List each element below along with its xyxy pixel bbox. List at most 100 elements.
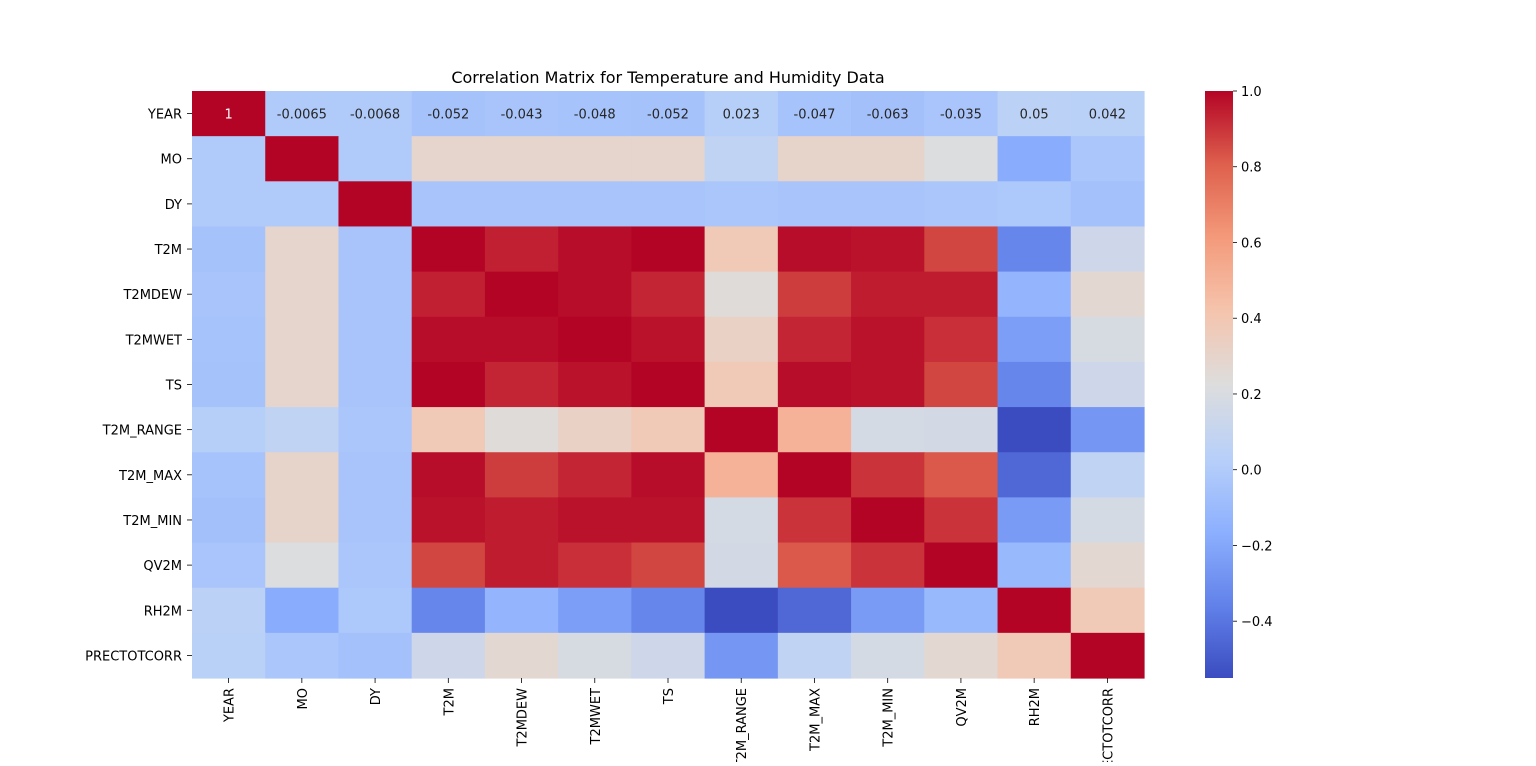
heatmap-cell <box>1070 271 1145 318</box>
heatmap-cell <box>265 542 340 589</box>
heatmap-cell <box>777 587 852 634</box>
heatmap-cell <box>411 497 486 544</box>
y-tick-label: RH2M <box>144 604 182 619</box>
cell-value-label: -0.0065 <box>277 108 327 123</box>
heatmap-cell <box>997 271 1072 318</box>
heatmap-cell <box>558 407 632 453</box>
heatmap-cell <box>484 226 559 273</box>
heatmap-cell <box>631 361 706 408</box>
heatmap-cell <box>704 226 779 273</box>
heatmap-cell <box>924 361 999 408</box>
colorbar <box>1205 91 1233 678</box>
heatmap-cell <box>631 587 706 634</box>
heatmap-cell <box>777 632 852 679</box>
heatmap-cell <box>558 452 632 498</box>
heatmap-cell <box>997 226 1072 273</box>
cell-value-label: -0.043 <box>501 108 543 123</box>
heatmap-cell <box>704 271 779 318</box>
heatmap-cell <box>1070 407 1145 453</box>
colorbar-tick-label: 1.0 <box>1241 85 1262 100</box>
heatmap-cell <box>924 542 999 589</box>
colorbar-tick-label: 0.6 <box>1241 236 1262 251</box>
heatmap-cell <box>1070 497 1145 544</box>
heatmap-cells <box>192 91 1145 679</box>
heatmap-cell <box>997 452 1072 498</box>
heatmap-cell <box>851 407 925 453</box>
heatmap-cell <box>1070 136 1145 182</box>
heatmap-cell <box>704 181 779 228</box>
heatmap-cell <box>997 497 1072 544</box>
heatmap-cell <box>338 407 413 453</box>
heatmap-cell <box>338 181 413 228</box>
chart-title: Correlation Matrix for Temperature and H… <box>451 68 884 87</box>
heatmap-cell <box>704 407 779 453</box>
x-tick-label: PRECTOTCORR <box>1101 688 1116 762</box>
heatmap-cell <box>631 632 706 679</box>
heatmap-cell <box>192 632 266 679</box>
heatmap-cell <box>558 181 632 228</box>
heatmap-cell <box>924 316 999 363</box>
heatmap-cell <box>411 361 486 408</box>
heatmap-cell <box>558 632 632 679</box>
heatmap-cell <box>265 271 340 318</box>
heatmap-cell <box>631 497 706 544</box>
heatmap-cell <box>558 271 632 318</box>
heatmap-cell <box>1070 226 1145 273</box>
heatmap-cell <box>265 452 340 498</box>
y-tick-label: T2M_MAX <box>118 469 182 484</box>
heatmap-cell <box>558 316 632 363</box>
heatmap-cell <box>411 271 486 318</box>
heatmap-cell <box>997 136 1072 182</box>
heatmap-cell <box>997 91 1072 137</box>
heatmap-cell <box>851 361 925 408</box>
colorbar-tick-label: −0.4 <box>1241 615 1273 630</box>
heatmap-cell <box>484 91 559 137</box>
heatmap-cell <box>558 542 632 589</box>
heatmap-cell <box>338 542 413 589</box>
heatmap-cell <box>997 181 1072 228</box>
heatmap-cell <box>924 181 999 228</box>
heatmap-cell <box>192 587 266 634</box>
heatmap-cell <box>631 316 706 363</box>
heatmap-cell <box>1070 361 1145 408</box>
heatmap-cell <box>411 91 486 137</box>
heatmap-cell <box>1070 316 1145 363</box>
heatmap-cell <box>851 542 925 589</box>
heatmap-cell <box>851 497 925 544</box>
x-tick-label: T2M <box>442 688 457 716</box>
heatmap-cell <box>997 407 1072 453</box>
heatmap-cell <box>1070 181 1145 228</box>
heatmap-cell <box>484 452 559 498</box>
heatmap-cell <box>192 181 266 228</box>
heatmap-cell <box>704 136 779 182</box>
heatmap-cell <box>484 587 559 634</box>
heatmap-cell <box>411 542 486 589</box>
y-axis-tick-labels: YEAR MO DY T2M T2MDEW T2MWET TS T2M_RANGE T2M_MA… <box>85 108 192 664</box>
heatmap-cell <box>411 632 486 679</box>
heatmap-cell <box>704 452 779 498</box>
heatmap-cell <box>338 497 413 544</box>
heatmap-cell <box>265 181 340 228</box>
heatmap-cell <box>265 587 340 634</box>
heatmap-cell <box>997 632 1072 679</box>
heatmap-cell <box>192 226 266 273</box>
heatmap-cell <box>924 587 999 634</box>
cell-value-label: 0.042 <box>1089 108 1126 123</box>
heatmap-cell <box>704 632 779 679</box>
y-tick-label: T2M_MIN <box>122 514 182 529</box>
heatmap-cell <box>265 407 340 453</box>
heatmap-cell <box>631 181 706 228</box>
heatmap-cell <box>851 452 925 498</box>
heatmap-cell <box>631 452 706 498</box>
heatmap-cell <box>777 91 852 137</box>
heatmap-cell <box>924 91 999 137</box>
y-tick-label: T2MDEW <box>122 288 182 303</box>
heatmap-cell <box>851 316 925 363</box>
heatmap-cell <box>338 316 413 363</box>
heatmap-cell <box>338 632 413 679</box>
heatmap-cell <box>484 271 559 318</box>
heatmap-cell <box>1070 452 1145 498</box>
heatmap-cell <box>851 632 925 679</box>
colorbar-tick-label: −0.2 <box>1241 539 1273 554</box>
colorbar-tick-labels: 1.0 0.8 0.6 0.4 0.2 0.0 −0.2 −0.4 <box>1233 85 1273 630</box>
